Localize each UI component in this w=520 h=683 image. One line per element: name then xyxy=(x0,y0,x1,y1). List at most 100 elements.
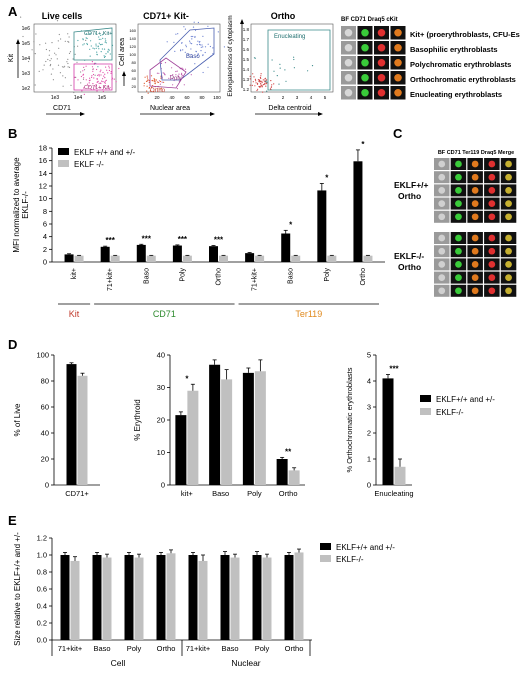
scatter-dot xyxy=(108,67,110,69)
panel-b-bar-chart: 0 2 4 6 8 10 12 14 16 18 MFI normalized to average… xyxy=(12,140,385,319)
micro-cell xyxy=(471,261,479,268)
bar xyxy=(262,557,272,640)
scatter-dot xyxy=(104,80,106,82)
category-label: Ortho xyxy=(360,268,367,286)
scatter-dot xyxy=(58,33,60,36)
scatter-dot xyxy=(89,48,91,50)
plot3-ytick: 1.6 xyxy=(243,47,250,52)
plot1-ytick: 1e6 xyxy=(22,26,31,32)
scatter-dot xyxy=(189,42,191,44)
scatter-dot xyxy=(190,74,192,76)
plot1-xtick: 1e5 xyxy=(98,95,107,101)
scatter-dot xyxy=(183,84,185,86)
scatter-dot xyxy=(103,48,106,50)
scatter-dot xyxy=(253,57,256,59)
plot2-ytick: 40 xyxy=(132,76,137,81)
scatter-dot xyxy=(83,66,85,68)
scatter-dot xyxy=(92,68,94,70)
scatter-dot xyxy=(105,79,107,81)
scatter-dot xyxy=(47,58,49,61)
micro-cell xyxy=(471,287,479,295)
micro-cell xyxy=(344,43,353,52)
micro-cell xyxy=(455,287,462,295)
scatter-dot xyxy=(152,80,154,82)
plot3-yarrow-head xyxy=(240,19,244,24)
scatter-dot xyxy=(69,51,72,53)
scatter-dot xyxy=(89,32,91,34)
micro-cell xyxy=(505,213,512,221)
scatter-dot xyxy=(271,84,273,86)
scatter-dot xyxy=(155,79,157,81)
scatter-dot xyxy=(183,26,185,28)
plot1-xtick: 1e4 xyxy=(74,95,83,101)
scatter-dot xyxy=(257,88,259,90)
scatter-dot xyxy=(260,86,262,88)
legend-label: EKLF-/- xyxy=(436,408,464,417)
significance-mark: *** xyxy=(389,365,399,374)
scatter-dot xyxy=(197,53,199,55)
bar xyxy=(252,555,262,640)
scatter-dot xyxy=(284,69,286,71)
micro-cell xyxy=(455,187,462,194)
panel-a-legend-item: Kit+ (proerythroblasts, CFU-Es) xyxy=(410,30,520,39)
plot1-gate-label-2: CD71+ Kit+ xyxy=(84,31,112,37)
scatter-dot xyxy=(196,44,198,46)
scatter-dot xyxy=(199,41,201,43)
scatter-dot xyxy=(175,70,177,73)
scatter-dot xyxy=(153,91,155,93)
plot3-ylabel: Elongatedness of cytoplasm xyxy=(227,15,234,96)
scatter-dot xyxy=(266,83,268,85)
plot3-ytick: 1.5 xyxy=(243,57,250,62)
flow-plot-cd71-kit-minus: CD71+ Kit- Baso Poly Ortho 0 20 40 60 80… xyxy=(119,11,225,116)
scatter-dot xyxy=(107,50,109,52)
scatter-dot xyxy=(252,81,254,83)
panel-a-legend-item: Basophilic erythroblasts xyxy=(410,45,498,54)
scatter-dot xyxy=(115,81,117,83)
scatter-dot xyxy=(153,80,155,82)
legend-swatch xyxy=(420,408,431,415)
scatter-dot xyxy=(144,76,146,78)
category-label: Baso xyxy=(288,268,295,284)
scatter-dot xyxy=(273,83,275,85)
y-tick-label: 100 xyxy=(36,351,49,360)
scatter-dot xyxy=(278,83,280,85)
scatter-dot xyxy=(191,43,193,45)
plot1-gate-kit-plus xyxy=(73,27,113,61)
micro-cell xyxy=(505,234,512,242)
scatter-dot xyxy=(161,81,163,83)
scatter-dot xyxy=(257,79,259,81)
bar xyxy=(134,557,144,640)
micro-cell xyxy=(438,287,446,295)
scatter-dot xyxy=(149,90,151,92)
bar xyxy=(77,375,88,485)
scatter-dot xyxy=(89,77,91,79)
scatter-dot xyxy=(93,77,95,79)
scatter-dot xyxy=(88,80,90,82)
scatter-dot xyxy=(257,82,259,84)
scatter-dot xyxy=(182,49,184,51)
bar xyxy=(100,246,110,262)
micro-cell xyxy=(377,73,386,82)
scatter-dot xyxy=(261,80,263,82)
plot3-xtick: 5 xyxy=(324,95,327,100)
micro-cell xyxy=(471,187,479,194)
micro-cell xyxy=(438,234,446,242)
plot1-yarrow-head xyxy=(16,39,20,44)
scatter-dot xyxy=(43,64,45,66)
scatter-dot xyxy=(177,75,179,77)
group-label: Cell xyxy=(111,658,126,668)
micro-cell xyxy=(455,247,462,255)
scatter-dot xyxy=(194,36,196,39)
plot1-xarrow-head xyxy=(80,112,85,116)
scatter-dot xyxy=(45,60,47,63)
scatter-dot xyxy=(100,51,102,53)
scatter-dot xyxy=(255,82,257,84)
scatter-dot xyxy=(85,33,87,35)
scatter-dot xyxy=(189,40,191,42)
scatter-dot xyxy=(143,85,145,87)
panel-c-image-tiles xyxy=(434,158,517,297)
micro-cell xyxy=(438,274,446,281)
scatter-dot xyxy=(42,69,44,71)
y-tick-label: 0.0 xyxy=(37,636,47,645)
scatter-dot xyxy=(147,92,149,94)
